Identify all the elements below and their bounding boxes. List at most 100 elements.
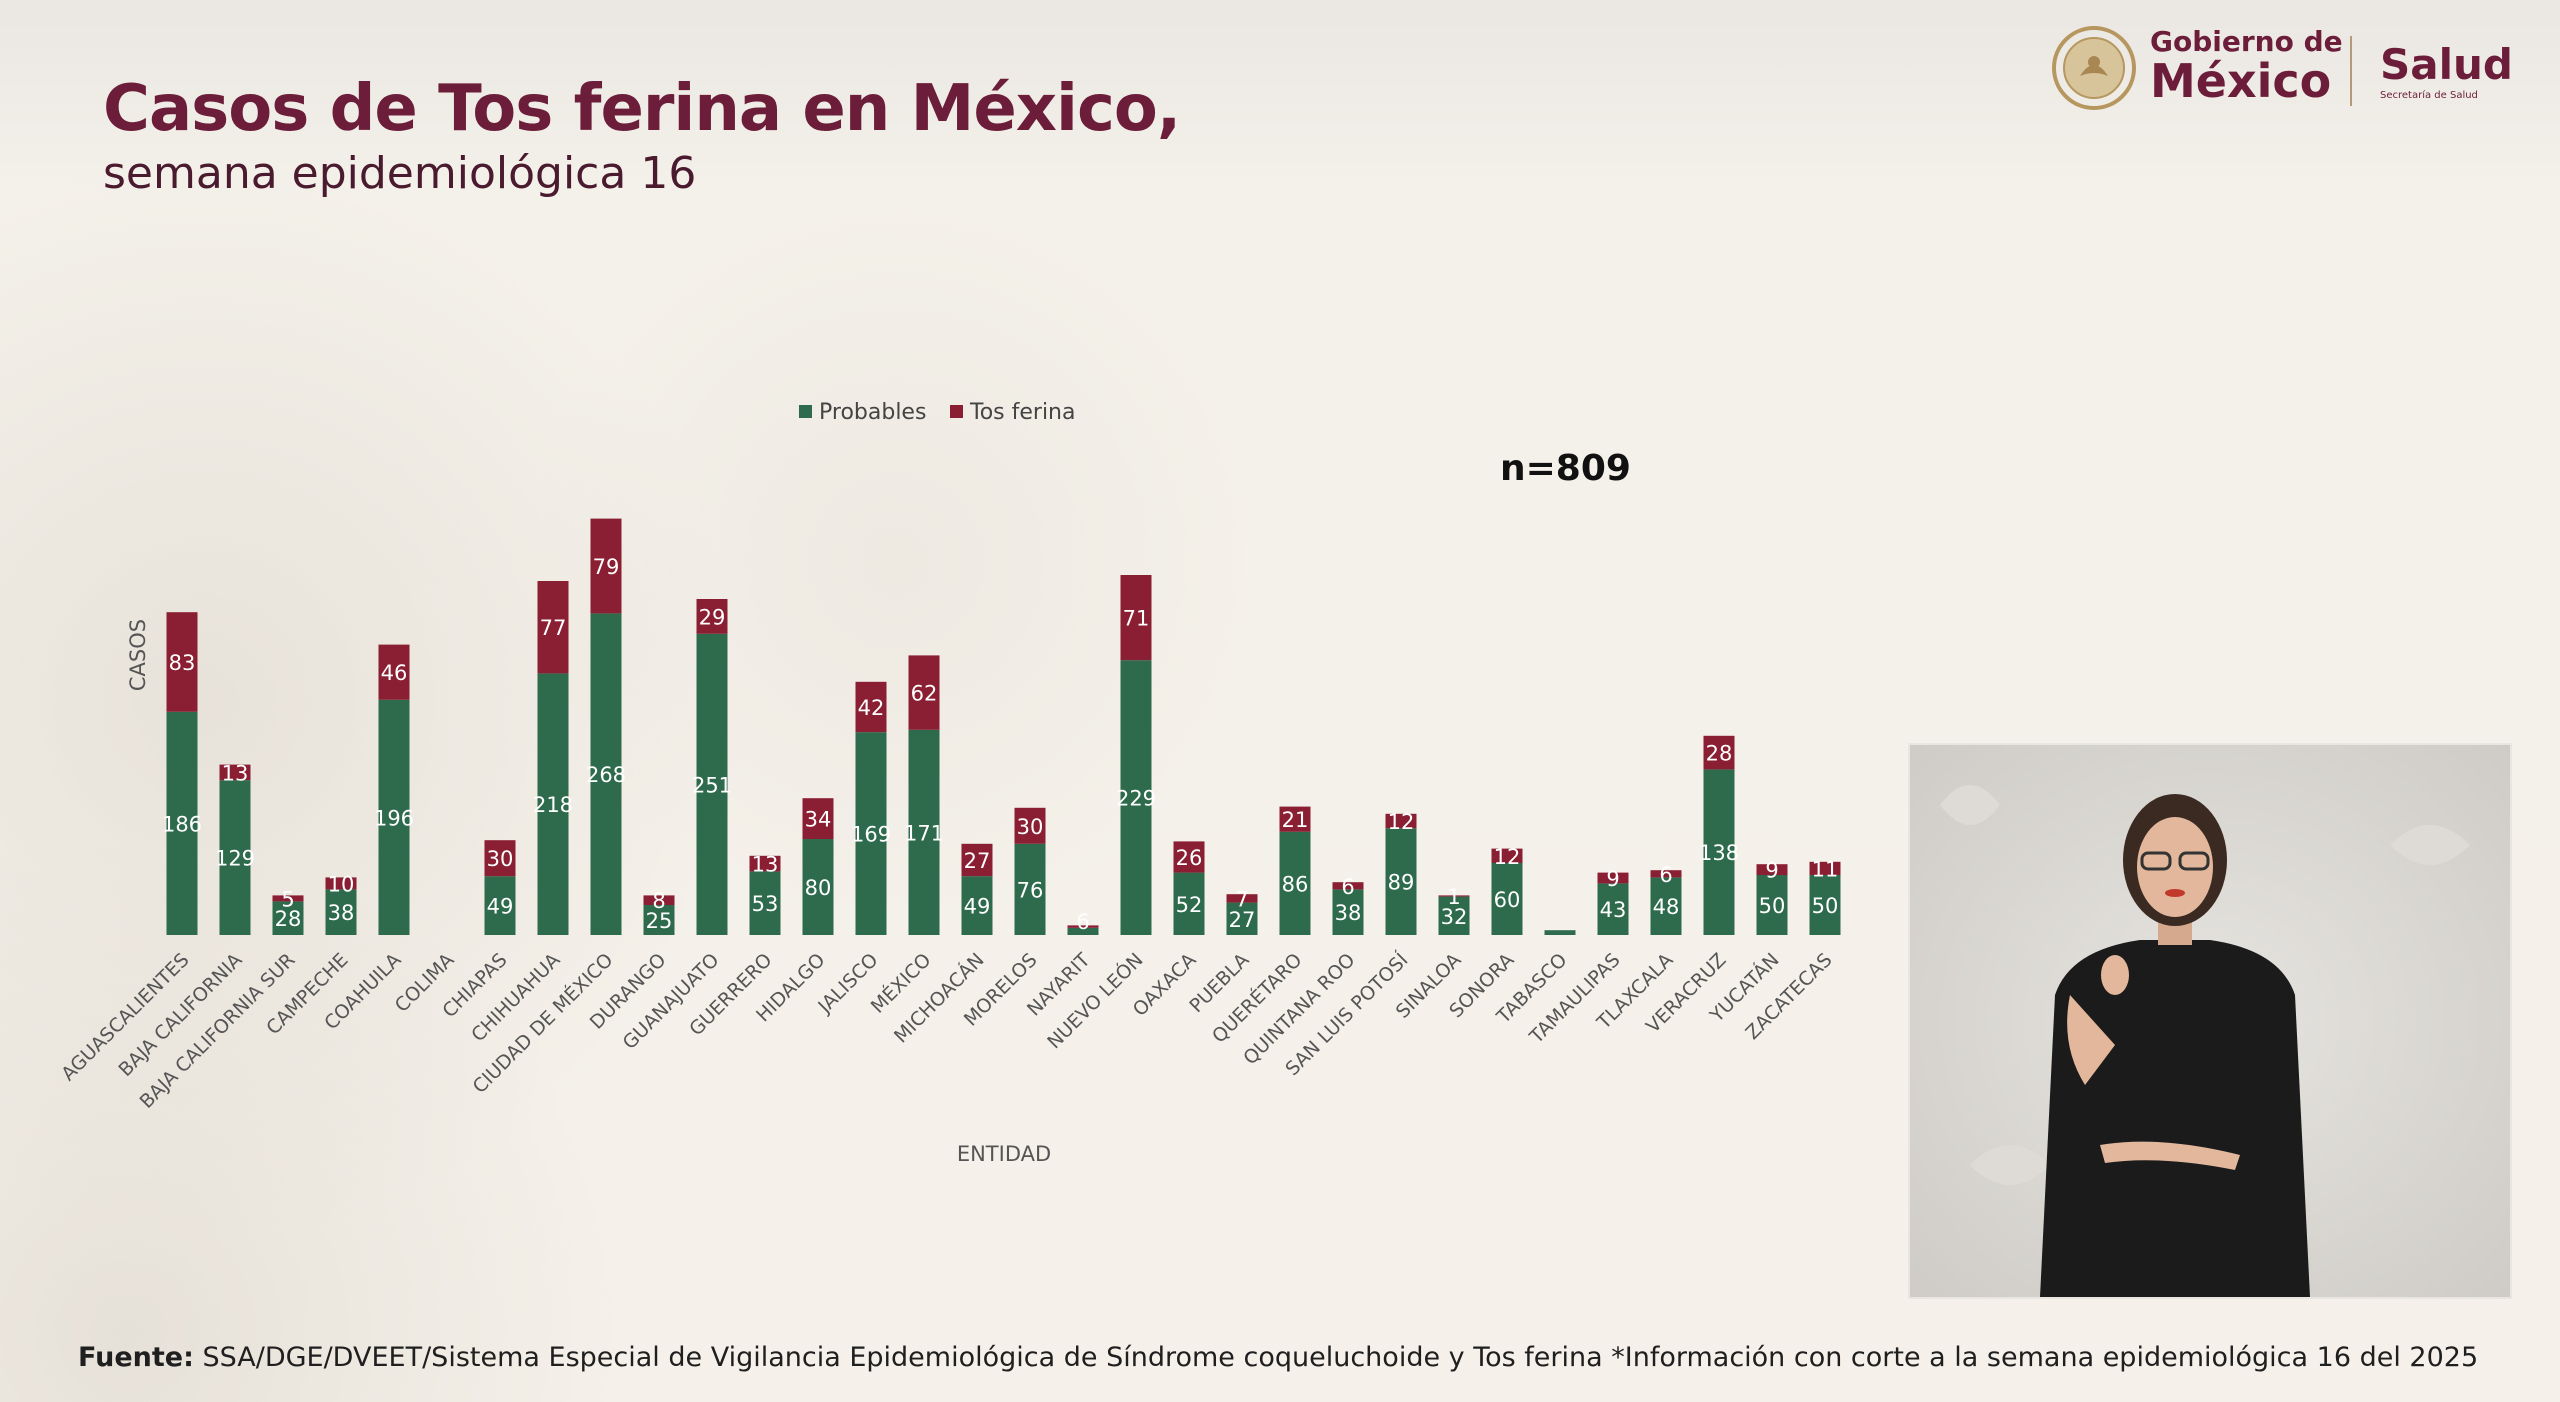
sample-size-annotation: n=809 [1500, 448, 1631, 489]
bar-probables-michoacan [961, 876, 993, 935]
data-label-probables-puebla: 27 [1229, 908, 1256, 932]
data-label-probables-queretaro: 86 [1282, 872, 1309, 896]
salud-wordmark: Salud Secretaría de Salud [2380, 40, 2513, 102]
data-label-probables-campeche: 38 [328, 901, 355, 925]
interpreter-figure-icon [1910, 745, 2510, 1297]
data-label-tos-ferina-san-luis-potosi: 12 [1388, 810, 1415, 834]
data-label-probables-tlaxcala: 48 [1653, 895, 1680, 919]
data-label-tos-ferina-tamaulipas: 9 [1606, 867, 1619, 891]
bar-probables-tabasco [1544, 930, 1576, 935]
bar-tos-ferina-baja-california [219, 764, 251, 781]
data-label-probables-ciudad-de-mexico: 268 [586, 763, 626, 787]
gobierno-line2: México [2150, 54, 2332, 108]
data-label-tos-ferina-jalisco: 42 [858, 696, 885, 720]
bar-probables-morelos [1014, 843, 1046, 935]
bar-tos-ferina-michoacan [961, 843, 993, 877]
bar-tos-ferina-ciudad-de-mexico [590, 518, 622, 614]
bar-tos-ferina-guanajuato [696, 599, 728, 634]
data-label-probables-baja-california-sur: 28 [275, 907, 302, 931]
data-label-probables-oaxaca: 52 [1176, 893, 1203, 917]
data-label-tos-ferina-quintana-roo: 6 [1341, 875, 1354, 899]
bar-probables-tlaxcala [1650, 877, 1682, 935]
bar-tos-ferina-morelos [1014, 807, 1046, 844]
data-label-tos-ferina-durango: 8 [652, 889, 665, 913]
data-label-tos-ferina-guanajuato: 29 [699, 605, 726, 629]
source-footer: Fuente: SSA/DGE/DVEET/Sistema Especial d… [78, 1342, 2478, 1373]
bar-tos-ferina-mexico [908, 655, 940, 730]
y-axis-label: CASOS [126, 619, 150, 691]
data-label-probables-durango: 25 [646, 909, 673, 933]
bar-probables-chihuahua [537, 673, 569, 935]
data-label-tos-ferina-coahuila: 46 [381, 661, 408, 685]
bar-probables-baja-california-sur [272, 901, 304, 935]
gobierno-logo: Gobierno de México Salud Secretaría de S… [2050, 22, 2513, 122]
data-label-tos-ferina-veracruz: 28 [1706, 742, 1733, 766]
bar-probables-nayarit [1067, 927, 1099, 935]
bar-tos-ferina-coahuila [378, 644, 410, 700]
bar-probables-yucatan [1756, 875, 1788, 935]
data-label-tos-ferina-queretaro: 21 [1282, 808, 1309, 832]
bar-probables-hidalgo [802, 839, 834, 935]
data-label-probables-guerrero: 53 [752, 892, 779, 916]
bar-tos-ferina-aguascalientes [166, 612, 198, 712]
bar-tos-ferina-guerrero [749, 855, 781, 872]
bar-probables-guanajuato [696, 633, 728, 935]
data-label-probables-morelos: 76 [1017, 878, 1044, 902]
data-label-probables-hidalgo: 80 [805, 876, 832, 900]
data-label-tos-ferina-oaxaca: 26 [1176, 846, 1203, 870]
bar-probables-quintana-roo [1332, 889, 1364, 935]
bar-tos-ferina-jalisco [855, 681, 887, 733]
salud-label: Salud [2380, 40, 2513, 89]
bar-probables-aguascalientes [166, 711, 198, 935]
data-label-tos-ferina-sinaloa: 1 [1447, 885, 1460, 909]
bar-probables-oaxaca [1173, 872, 1205, 935]
bar-tos-ferina-queretaro [1279, 806, 1311, 832]
data-label-probables-nayarit: 6 [1076, 910, 1089, 934]
national-seal-icon [2052, 26, 2136, 110]
data-label-probables-quintana-roo: 38 [1335, 901, 1362, 925]
bar-tos-ferina-durango [643, 895, 675, 905]
data-label-probables-michoacan: 49 [964, 895, 991, 919]
data-label-probables-chiapas: 49 [487, 895, 514, 919]
bar-probables-san-luis-potosi [1385, 828, 1417, 935]
bars-group: 1868312913285381019646493021877268792582… [162, 518, 1841, 935]
bar-probables-puebla [1226, 902, 1258, 935]
bar-tos-ferina-tlaxcala [1650, 870, 1682, 878]
x-tick-label-michoacan: MICHOACÁN [889, 948, 988, 1047]
data-label-tos-ferina-puebla: 7 [1235, 887, 1248, 911]
bar-tos-ferina-nayarit [1067, 925, 1099, 928]
bar-tos-ferina-sonora [1491, 848, 1523, 863]
legend-label-probables: Probables [819, 400, 926, 425]
data-label-probables-baja-california: 129 [215, 847, 255, 871]
data-label-probables-zacatecas: 50 [1812, 894, 1839, 918]
bar-tos-ferina-hidalgo [802, 798, 834, 839]
data-label-probables-jalisco: 169 [851, 823, 891, 847]
bar-probables-guerrero [749, 871, 781, 935]
bar-tos-ferina-quintana-roo [1332, 882, 1364, 890]
bar-probables-queretaro [1279, 831, 1311, 935]
bar-probables-durango [643, 905, 675, 935]
bar-tos-ferina-puebla [1226, 894, 1258, 903]
legend-swatch-probables [799, 405, 812, 418]
data-label-tos-ferina-chihuahua: 77 [540, 616, 567, 640]
legend-label-tos-ferina: Tos ferina [969, 400, 1075, 425]
footer-source-label: Fuente: [78, 1342, 194, 1373]
sign-language-interpreter-video [1908, 743, 2512, 1299]
data-label-tos-ferina-michoacan: 27 [964, 849, 991, 873]
data-label-tos-ferina-mexico: 62 [911, 682, 938, 706]
data-label-tos-ferina-tlaxcala: 6 [1659, 863, 1672, 887]
bar-tos-ferina-tamaulipas [1597, 872, 1629, 884]
bar-tos-ferina-campeche [325, 877, 357, 890]
data-label-probables-sinaloa: 32 [1441, 905, 1468, 929]
x-axis-label: ENTIDAD [957, 1142, 1051, 1166]
bar-probables-coahuila [378, 699, 410, 935]
bar-probables-sonora [1491, 863, 1523, 935]
chart-legend: Probables Tos ferina [799, 400, 1075, 425]
bar-tos-ferina-yucatan [1756, 864, 1788, 875]
bar-probables-veracruz [1703, 769, 1735, 935]
bar-tos-ferina-san-luis-potosi [1385, 813, 1417, 829]
data-label-probables-tamaulipas: 43 [1600, 898, 1627, 922]
data-label-probables-veracruz: 138 [1699, 841, 1739, 865]
gobierno-wordmark: Gobierno de México [2150, 28, 2343, 108]
